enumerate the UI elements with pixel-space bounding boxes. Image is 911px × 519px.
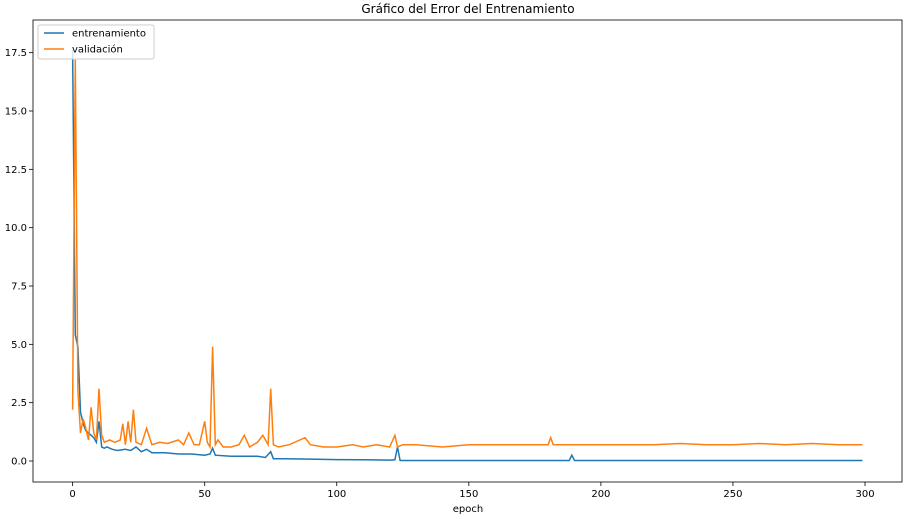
y-tick-label: 7.5	[11, 282, 27, 293]
y-tick-label: 15.0	[5, 107, 27, 118]
y-tick-label: 0.0	[11, 457, 27, 468]
x-axis-ticks: 0 50 100 150 200 250 300	[69, 482, 875, 500]
legend: entrenamiento validación	[37, 24, 155, 60]
legend-box	[37, 24, 155, 60]
x-axis-label: epoch	[453, 504, 483, 515]
x-tick-label: 100	[327, 489, 346, 500]
y-tick-label: 5.0	[11, 340, 27, 351]
y-tick-label: 2.5	[11, 398, 27, 409]
x-tick-label: 250	[723, 489, 742, 500]
chart-title: Gráfico del Error del Entrenamiento	[361, 2, 574, 16]
x-tick-label: 150	[459, 489, 478, 500]
plot-lines	[71, 50, 863, 462]
x-tick-label: 0	[69, 489, 75, 500]
y-tick-label: 10.0	[5, 223, 27, 234]
series-line-0	[71, 50, 863, 462]
x-tick-label: 50	[198, 489, 211, 500]
legend-label: validación	[72, 44, 123, 56]
y-tick-label: 17.5	[5, 48, 27, 59]
x-tick-label: 200	[591, 489, 610, 500]
legend-label: entrenamiento	[72, 29, 146, 40]
x-tick-label: 300	[855, 489, 874, 500]
plot-frame	[32, 19, 903, 483]
y-axis-ticks: 0.0 2.5 5.0 7.5 10.0 12.5 15.0 17.5	[5, 48, 33, 468]
y-tick-label: 12.5	[5, 165, 27, 176]
series-line-1	[71, 59, 863, 450]
